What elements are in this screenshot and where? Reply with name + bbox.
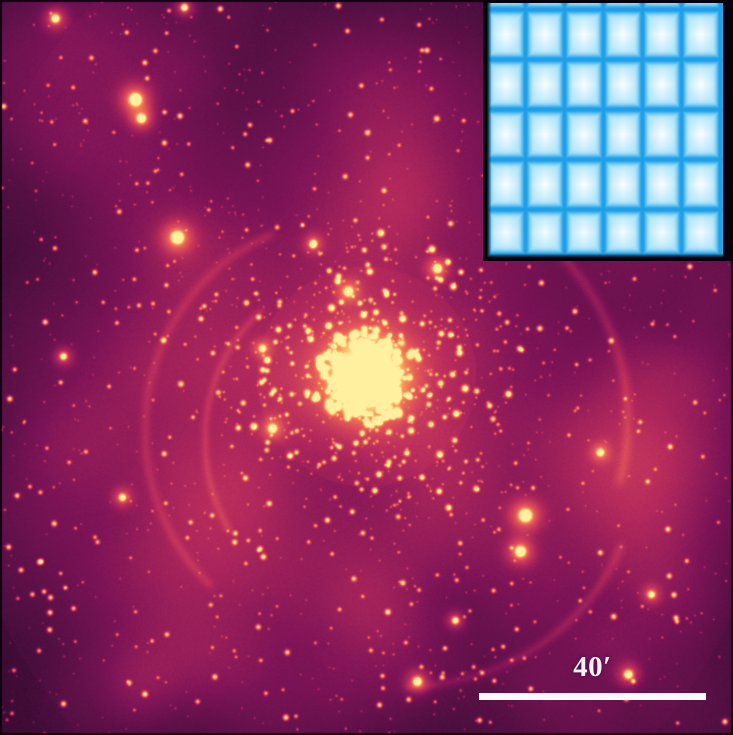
detector-flatfield-inset (483, 0, 733, 261)
flatfield-grid-canvas (486, 3, 723, 257)
